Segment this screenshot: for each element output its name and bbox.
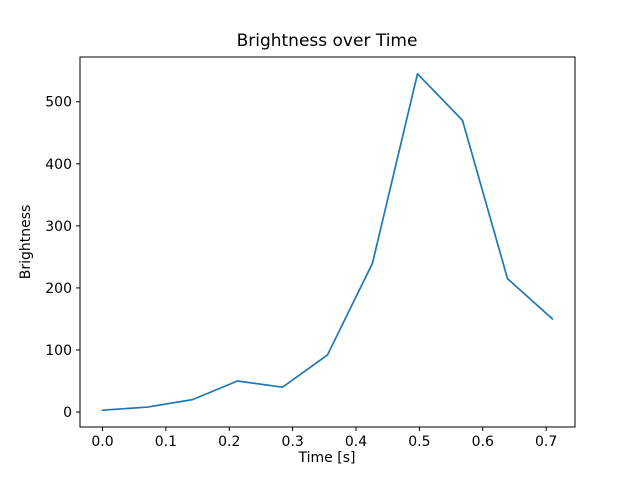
- x-tick-label: 0.5: [408, 434, 430, 450]
- y-tick-label: 200: [45, 281, 72, 297]
- x-tick-label: 0.0: [91, 434, 113, 450]
- x-tick-label: 0.3: [282, 434, 304, 450]
- x-tick-label: 0.2: [218, 434, 240, 450]
- y-tick-label: 400: [45, 157, 72, 173]
- y-tick-label: 0: [63, 405, 72, 421]
- chart-title: Brightness over Time: [237, 31, 418, 51]
- x-tick-label: 0.6: [472, 434, 494, 450]
- y-tick-label: 100: [45, 343, 72, 359]
- y-axis-label: Brightness: [18, 205, 34, 280]
- x-tick-label: 0.4: [345, 434, 367, 450]
- plot-area: 0.0 0.1 0.2 0.3 0.4 0.5 0.6 0.7 0 100 200 300 400 500: [45, 56, 576, 450]
- y-tick-label: 300: [45, 219, 72, 235]
- x-tick-label: 0.7: [535, 434, 557, 450]
- x-axis-label: Time [s]: [298, 450, 356, 466]
- axes-spines: [79, 56, 576, 428]
- brightness-series-line: [101, 72, 554, 412]
- x-tick-label: 0.1: [155, 434, 177, 450]
- y-tick-label: 500: [45, 95, 72, 111]
